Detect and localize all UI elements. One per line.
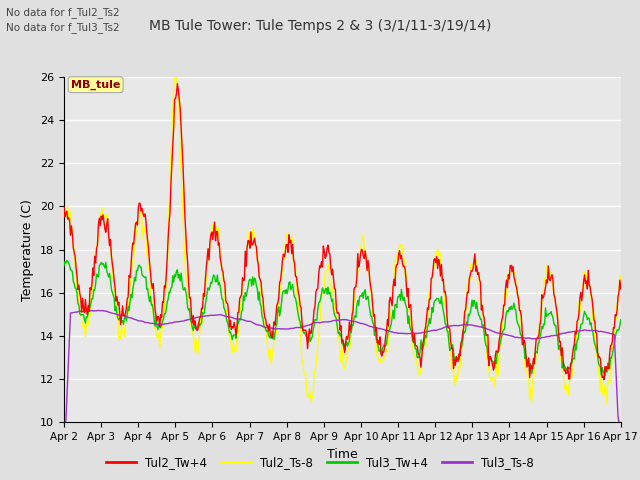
Y-axis label: Temperature (C): Temperature (C) <box>22 199 35 300</box>
Text: No data for f_Tul3_Ts2: No data for f_Tul3_Ts2 <box>6 22 120 33</box>
Text: MB_tule: MB_tule <box>71 80 120 90</box>
Text: No data for f_Tul2_Ts2: No data for f_Tul2_Ts2 <box>6 7 120 18</box>
Legend: Tul2_Tw+4, Tul2_Ts-8, Tul3_Tw+4, Tul3_Ts-8: Tul2_Tw+4, Tul2_Ts-8, Tul3_Tw+4, Tul3_Ts… <box>101 452 539 474</box>
Text: MB Tule Tower: Tule Temps 2 & 3 (3/1/11-3/19/14): MB Tule Tower: Tule Temps 2 & 3 (3/1/11-… <box>149 19 491 33</box>
X-axis label: Time: Time <box>327 448 358 461</box>
